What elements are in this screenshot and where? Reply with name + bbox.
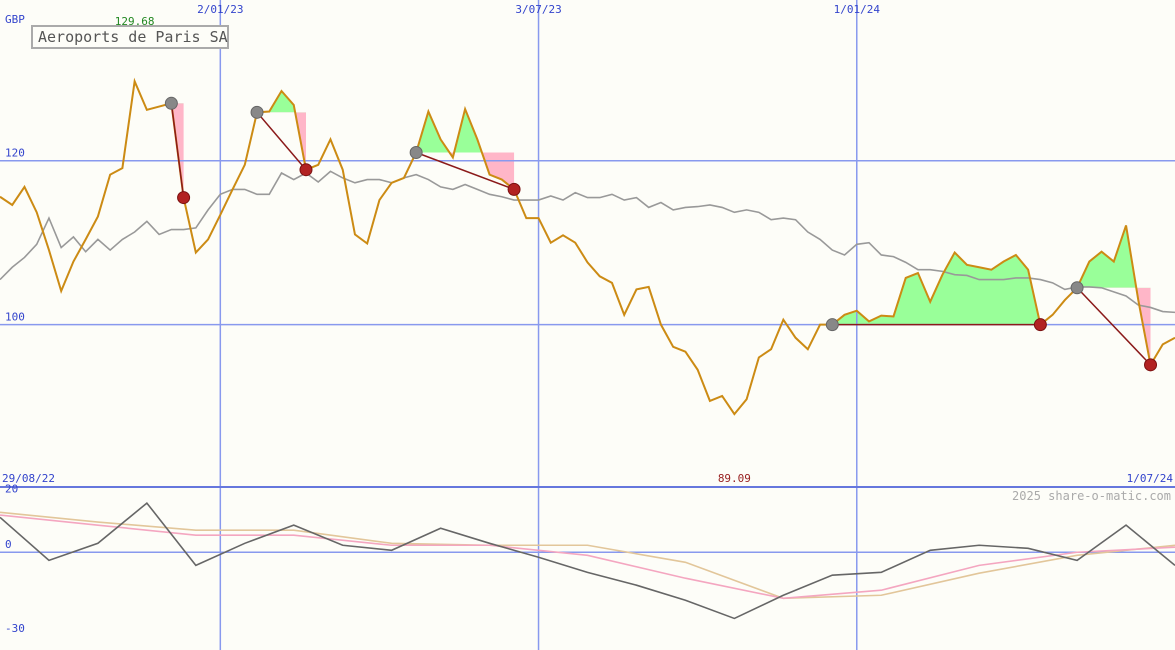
labels: 100 120 29/08/22 2/01/23 3/07/23 1/01/24 1/07/… (2, 3, 1173, 635)
buy-marker (1070, 281, 1084, 295)
sell-marker (177, 191, 191, 205)
x-tick-label: 3/07/23 (515, 3, 561, 16)
x-tick-label: 1/01/24 (834, 3, 881, 16)
trade-link (256, 111, 307, 171)
series-line (0, 501, 1175, 620)
sell-marker (1144, 358, 1158, 372)
buy-marker (409, 145, 423, 159)
sell-marker (507, 182, 521, 196)
series-line (0, 511, 1175, 600)
y-tick-label: 100 (5, 311, 25, 324)
y-tick-label: 0 (5, 538, 12, 551)
gain-area (1077, 225, 1151, 288)
buy-marker (164, 96, 178, 110)
credit: 2025 share-o-matic.com (1012, 489, 1171, 503)
x-tick-label: 29/08/22 (2, 472, 55, 485)
y-tick-label: 120 (5, 147, 25, 160)
sell-marker (299, 163, 313, 177)
y-tick-label: 20 (5, 482, 18, 495)
gain-area (416, 109, 515, 153)
x-tick-label: 2/01/23 (197, 3, 243, 16)
series-line (0, 170, 1175, 314)
chart-title: Aeroports de Paris SA (38, 28, 228, 46)
lines (0, 77, 1175, 620)
series-line (0, 514, 1175, 600)
loss-area (1077, 287, 1151, 365)
trade-link (415, 151, 515, 191)
loss-area (257, 112, 306, 170)
buy-marker (825, 318, 839, 332)
trade-link (170, 103, 185, 198)
unit-label: GBP (5, 13, 25, 26)
title-box (31, 25, 229, 49)
buy-marker (250, 105, 264, 119)
trade-link (1076, 287, 1152, 366)
high-label: 129.68 (115, 15, 155, 28)
series-line (0, 77, 1175, 416)
loss-area (416, 152, 515, 190)
y-tick-label: -30 (5, 622, 25, 635)
low-label: 89.09 (718, 472, 751, 485)
sell-marker (1033, 318, 1047, 332)
x-tick-label: 1/07/24 (1127, 472, 1174, 485)
